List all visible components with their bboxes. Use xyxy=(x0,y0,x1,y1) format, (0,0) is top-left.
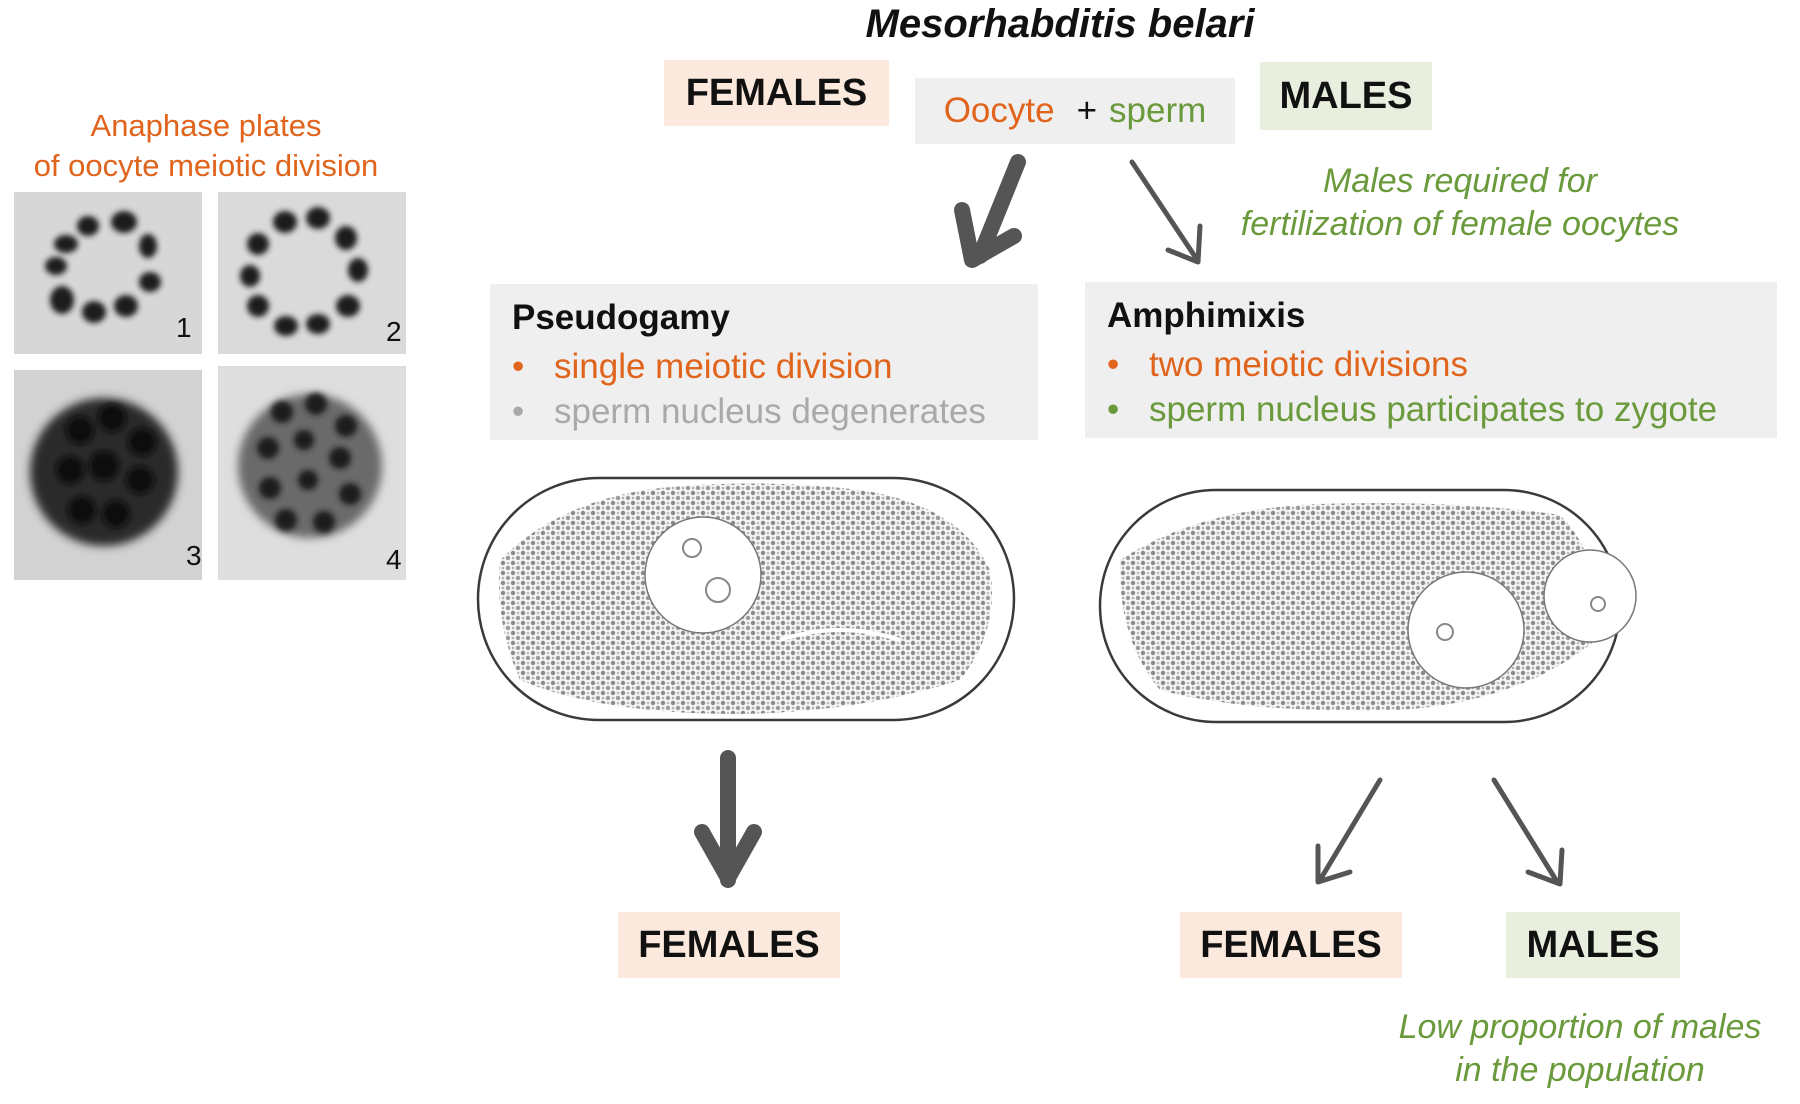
males-required-note-line-1: Males required for xyxy=(1322,162,1597,200)
micrograph-number-4: 4 xyxy=(386,544,402,575)
pseudogamy-bullet-2-text: sperm nucleus degenerates xyxy=(554,392,986,431)
bullet-dot: • xyxy=(512,347,525,386)
bullet-dot: • xyxy=(1107,390,1120,429)
bullet-dot: • xyxy=(512,392,525,431)
males-required-note: Males required for fertilization of fema… xyxy=(1210,160,1710,246)
micrograph-number-1: 1 xyxy=(176,312,192,343)
micrograph-4 xyxy=(218,366,406,580)
low-proportion-note-line-1: Low proportion of males xyxy=(1398,1008,1762,1046)
diagram-title: Mesorhabditis belari xyxy=(865,2,1255,46)
oocyte-sperm-box: Oocyte + sperm xyxy=(915,78,1235,144)
pseudogamy-egg-drawing xyxy=(476,476,1016,722)
pseudogamy-title: Pseudogamy xyxy=(512,298,730,337)
sperm-label: sperm xyxy=(1109,91,1207,130)
low-proportion-note: Low proportion of males in the populatio… xyxy=(1370,1006,1790,1092)
amphimixis-title: Amphimixis xyxy=(1107,296,1306,335)
micrograph-2 xyxy=(218,192,406,354)
males-required-note-line-2: fertilization of female oocytes xyxy=(1240,205,1680,243)
amphimixis-bullet-1: • two meiotic divisions xyxy=(1107,342,1755,387)
arrow-pseudogamy-to-females xyxy=(694,750,762,888)
caption-line-2: of oocyte meiotic division xyxy=(33,148,379,183)
micrograph-caption: Anaphase plates of oocyte meiotic divisi… xyxy=(0,106,412,186)
caption-line-1: Anaphase plates xyxy=(90,108,322,143)
pseudogamy-bullet-2: • sperm nucleus degenerates xyxy=(512,389,1016,434)
micrograph-number-2: 2 xyxy=(386,316,402,347)
top-females-label: FEMALES xyxy=(664,60,889,126)
amphimixis-egg-drawing xyxy=(1098,488,1637,724)
arrow-to-pseudogamy xyxy=(954,154,1026,268)
low-proportion-note-line-2: in the population xyxy=(1455,1051,1705,1089)
arrow-amphimixis-to-males xyxy=(1491,777,1565,887)
bullet-dot: • xyxy=(1107,345,1120,384)
amphimixis-bullet-1-text: two meiotic divisions xyxy=(1149,345,1468,384)
oocyte-label: Oocyte xyxy=(943,91,1055,130)
pseudogamy-bullet-1: • single meiotic division xyxy=(512,344,1016,389)
arrow-amphimixis-to-females xyxy=(1315,777,1383,885)
plus-sign: + xyxy=(1076,91,1098,130)
amphimixis-box: Amphimixis • two meiotic divisions • sperm… xyxy=(1085,282,1777,438)
micrograph-1 xyxy=(14,192,202,354)
micrograph-3 xyxy=(14,370,202,580)
top-males-label: MALES xyxy=(1260,62,1432,130)
bottom-males-label: MALES xyxy=(1506,912,1680,978)
amphimixis-bullet-2: • sperm nucleus participates to zygote xyxy=(1107,387,1755,432)
micrograph-number-3: 3 xyxy=(186,540,202,571)
bottom-females-label-right: FEMALES xyxy=(1180,912,1402,978)
pseudogamy-bullet-1-text: single meiotic division xyxy=(554,347,893,386)
bottom-females-label-left: FEMALES xyxy=(618,912,840,978)
arrow-to-amphimixis xyxy=(1129,159,1203,265)
amphimixis-bullet-2-text: sperm nucleus participates to zygote xyxy=(1149,390,1718,429)
pseudogamy-box: Pseudogamy • single meiotic division • spe… xyxy=(490,284,1038,440)
